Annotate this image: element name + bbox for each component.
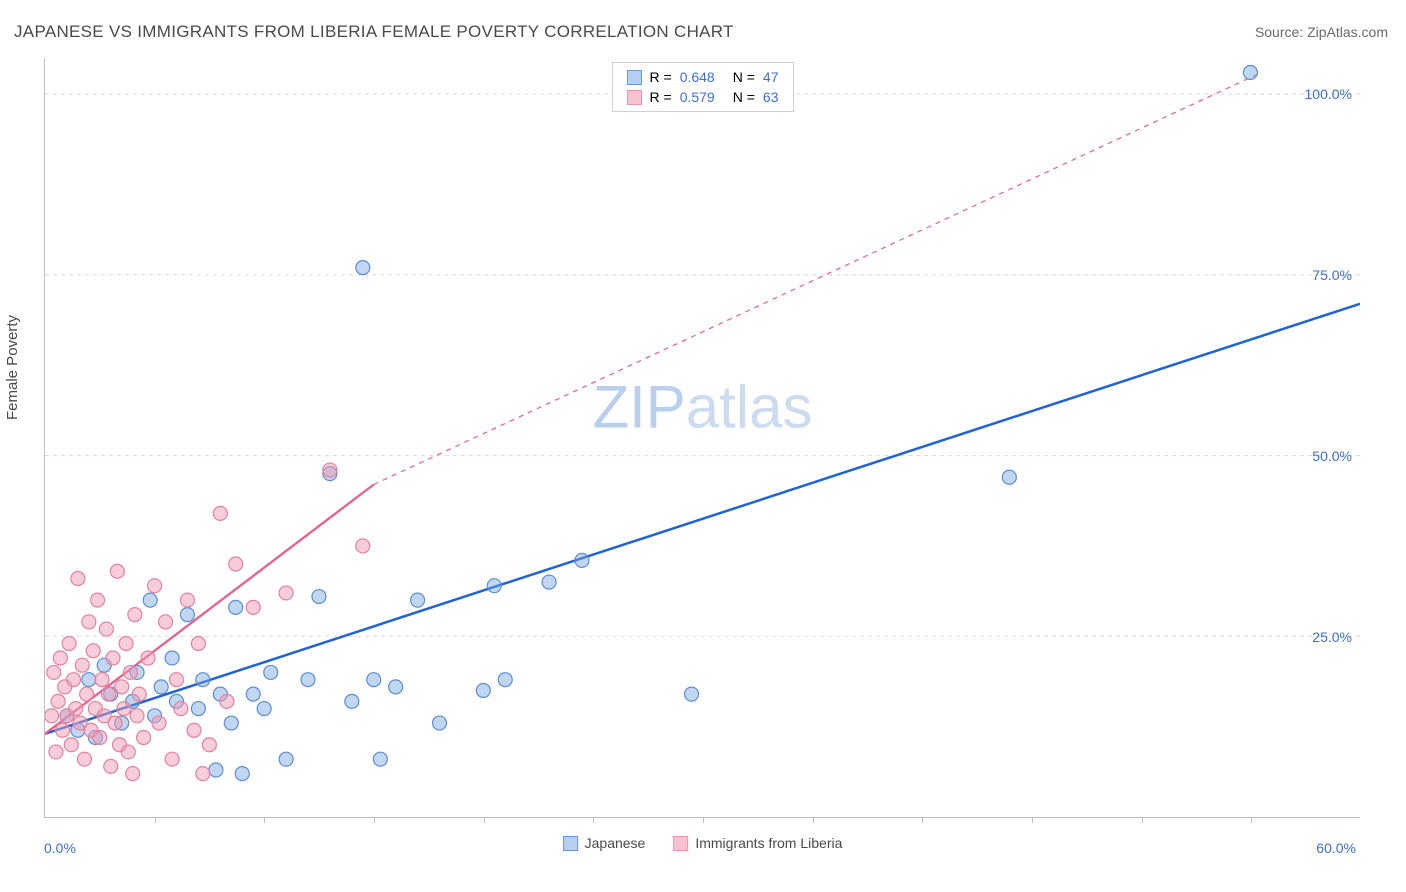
- legend-item-japanese: Japanese: [563, 835, 646, 851]
- x-tick: [593, 817, 594, 823]
- x-tick: [1032, 817, 1033, 823]
- x-tick: [155, 817, 156, 823]
- x-tick: [374, 817, 375, 823]
- chart-title: JAPANESE VS IMMIGRANTS FROM LIBERIA FEMA…: [14, 22, 734, 42]
- y-tick-label: 25.0%: [1312, 629, 1352, 645]
- x-axis-max-label: 60.0%: [1316, 840, 1356, 856]
- x-tick: [1142, 817, 1143, 823]
- y-tick-label: 50.0%: [1312, 448, 1352, 464]
- legend-n-value-1: 63: [763, 87, 779, 107]
- legend-label-0: Japanese: [585, 835, 646, 851]
- legend-n-label: N =: [733, 87, 755, 107]
- x-tick: [703, 817, 704, 823]
- legend-n-value-0: 47: [763, 67, 779, 87]
- legend-label-1: Immigrants from Liberia: [695, 835, 842, 851]
- swatch-liberia: [673, 836, 688, 851]
- x-tick: [1251, 817, 1252, 823]
- series-legend: Japanese Immigrants from Liberia: [563, 835, 843, 851]
- legend-r-value-0: 0.648: [680, 67, 715, 87]
- source-label: Source: ZipAtlas.com: [1255, 24, 1388, 40]
- y-axis-label: Female Poverty: [4, 315, 21, 420]
- legend-item-liberia: Immigrants from Liberia: [673, 835, 842, 851]
- legend-r-label: R =: [650, 87, 672, 107]
- swatch-japanese: [563, 836, 578, 851]
- legend-row-liberia: R = 0.579 N = 63: [627, 87, 779, 107]
- swatch-japanese: [627, 70, 642, 85]
- legend-r-value-1: 0.579: [680, 87, 715, 107]
- x-axis-min-label: 0.0%: [44, 840, 76, 856]
- scatter-svg: [45, 58, 1360, 817]
- x-tick: [264, 817, 265, 823]
- legend-r-label: R =: [650, 67, 672, 87]
- legend-row-japanese: R = 0.648 N = 47: [627, 67, 779, 87]
- y-tick-label: 100.0%: [1305, 86, 1352, 102]
- x-tick: [813, 817, 814, 823]
- legend-n-label: N =: [733, 67, 755, 87]
- plot-area: ZIPatlas R = 0.648 N = 47 R = 0.579 N = …: [44, 58, 1360, 818]
- swatch-liberia: [627, 90, 642, 105]
- x-tick: [484, 817, 485, 823]
- correlation-legend: R = 0.648 N = 47 R = 0.579 N = 63: [612, 62, 794, 112]
- y-tick-label: 75.0%: [1312, 267, 1352, 283]
- x-tick: [922, 817, 923, 823]
